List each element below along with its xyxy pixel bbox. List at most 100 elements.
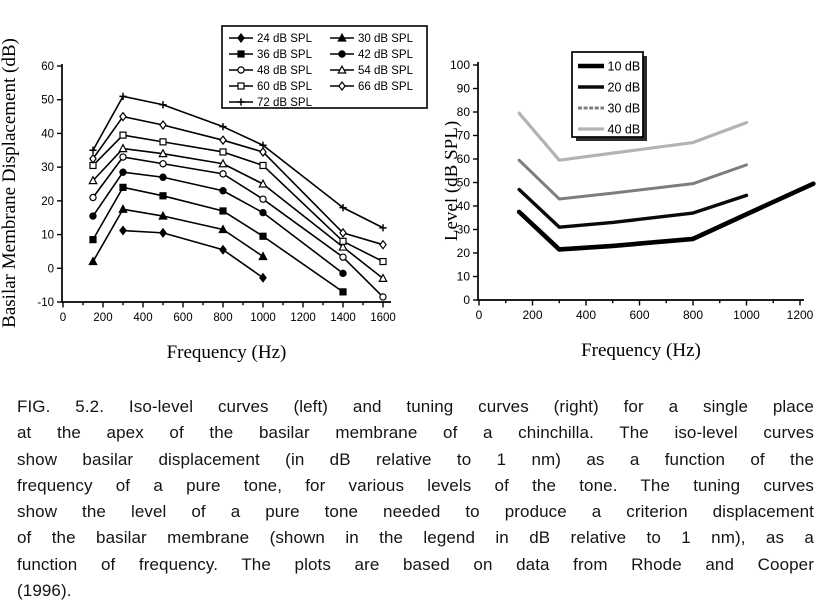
y-tick-label: 30 <box>41 162 54 174</box>
square-filled-marker <box>219 207 227 215</box>
square-open-marker <box>119 131 127 139</box>
circle-filled-marker <box>89 212 97 220</box>
legend-square-open-marker <box>237 82 245 90</box>
plus-marker <box>259 141 267 149</box>
legend-label: 30 dB <box>608 102 641 116</box>
series-line-48-dB-SPL <box>92 156 384 298</box>
y-axis-title: Level (dB SPL) <box>445 121 462 241</box>
legend-diamond-filled-marker <box>237 33 245 43</box>
series-line-10-dB <box>516 181 816 252</box>
series-line-36-dB-SPL <box>92 186 344 293</box>
series-line-40-dB <box>517 111 749 162</box>
y-tick-label: 0 <box>48 263 54 275</box>
legend-label: 42 dB SPL <box>358 49 414 61</box>
triangle-open-marker <box>378 273 388 282</box>
legend-label: 10 dB <box>608 60 641 74</box>
legend-label: 30 dB SPL <box>358 33 414 45</box>
triangle-open-marker <box>88 175 98 185</box>
y-tick-label: 50 <box>41 95 54 107</box>
x-axis-title: Frequency (Hz) <box>167 342 287 363</box>
square-open-marker <box>219 148 227 156</box>
y-tick-label: 40 <box>457 199 471 213</box>
legend-label: 36 dB SPL <box>257 49 313 61</box>
circle-filled-marker <box>159 173 167 181</box>
caption-line: at the apex of the basilar membrane of a… <box>17 423 814 443</box>
caption-line: frequency of a pure tone, for various le… <box>17 475 814 495</box>
legend-label: 60 dB SPL <box>257 81 313 93</box>
y-tick-label: 60 <box>457 152 471 166</box>
square-filled-marker <box>159 192 167 200</box>
x-tick-label: 800 <box>213 312 232 324</box>
circle-open-marker <box>339 253 347 261</box>
legend-diamond-open-marker <box>338 81 346 91</box>
diamond-filled-marker <box>159 227 167 238</box>
legend-circle-open-marker <box>237 66 245 74</box>
caption-line: show the level of a pure tone needed to … <box>17 502 814 522</box>
y-tick-label: 20 <box>457 246 471 260</box>
series-line-24-dB-SPL <box>122 229 264 279</box>
diamond-filled-marker <box>119 225 127 236</box>
caption-line: FIG. 5.2. Iso-level curves (left) and tu… <box>17 397 814 416</box>
y-tick-label: -10 <box>37 297 54 309</box>
diamond-open-marker <box>219 135 227 146</box>
triangle-open-marker <box>118 143 128 153</box>
legend-label: 48 dB SPL <box>257 65 313 77</box>
y-axis-title: Basilar Membrane Displacement (dB) <box>0 38 20 328</box>
circle-open-marker <box>89 193 97 202</box>
x-tick-label: 400 <box>576 308 596 322</box>
circle-filled-marker <box>119 168 127 176</box>
diamond-filled-marker <box>219 244 227 255</box>
triangle-filled-marker <box>88 256 98 266</box>
caption-line: (1996). <box>17 581 72 601</box>
square-filled-marker <box>119 183 127 191</box>
plus-marker <box>379 224 387 232</box>
y-tick-label: 10 <box>457 270 471 284</box>
circle-filled-marker <box>339 269 347 278</box>
x-tick-label: 600 <box>629 308 649 322</box>
triangle-open-marker <box>218 158 228 168</box>
x-tick-label: 1400 <box>330 312 356 324</box>
series-line-20-dB <box>517 187 749 229</box>
legend-box <box>221 25 428 109</box>
diamond-open-marker <box>339 227 347 238</box>
x-tick-label: 400 <box>133 312 152 324</box>
triangle-open-marker <box>258 178 268 188</box>
x-tick-label: 1000 <box>250 312 276 324</box>
triangle-filled-marker <box>258 251 268 261</box>
legend-label: 20 dB <box>608 81 641 95</box>
x-tick-label: 1600 <box>370 312 396 324</box>
plus-marker <box>89 146 97 154</box>
y-tick-label: 30 <box>457 223 471 237</box>
x-tick-label: 0 <box>60 312 66 324</box>
y-tick-label: 40 <box>41 128 54 140</box>
diamond-open-marker <box>89 153 97 164</box>
legend-triangle-open-marker <box>337 64 347 74</box>
diamond-open-marker <box>259 146 267 157</box>
caption-line: function of frequency. The plots are bas… <box>17 554 814 574</box>
series-line-54-dB-SPL <box>92 147 384 280</box>
circle-open-marker <box>159 160 167 168</box>
triangle-filled-marker <box>118 204 128 213</box>
x-tick-label: 800 <box>683 308 703 322</box>
triangle-open-marker <box>158 148 168 158</box>
x-tick-label: 200 <box>522 308 542 322</box>
plus-marker <box>119 92 127 100</box>
circle-open-marker <box>379 293 387 301</box>
diamond-open-marker <box>379 239 387 250</box>
circle-filled-marker <box>259 208 267 217</box>
y-tick-label: 50 <box>457 176 471 190</box>
series-line-42-dB-SPL <box>92 171 344 275</box>
y-tick-label: 60 <box>41 61 54 73</box>
y-tick-label: 70 <box>457 129 471 143</box>
x-tick-label: 1000 <box>733 308 760 322</box>
legend-label: 24 dB SPL <box>257 33 313 45</box>
y-tick-label: 100 <box>450 58 470 72</box>
y-tick-label: 20 <box>41 196 54 208</box>
plus-marker <box>339 204 347 212</box>
x-tick-label: 1200 <box>290 312 316 324</box>
y-tick-label: 90 <box>457 82 471 96</box>
y-tick-label: 10 <box>41 230 54 242</box>
